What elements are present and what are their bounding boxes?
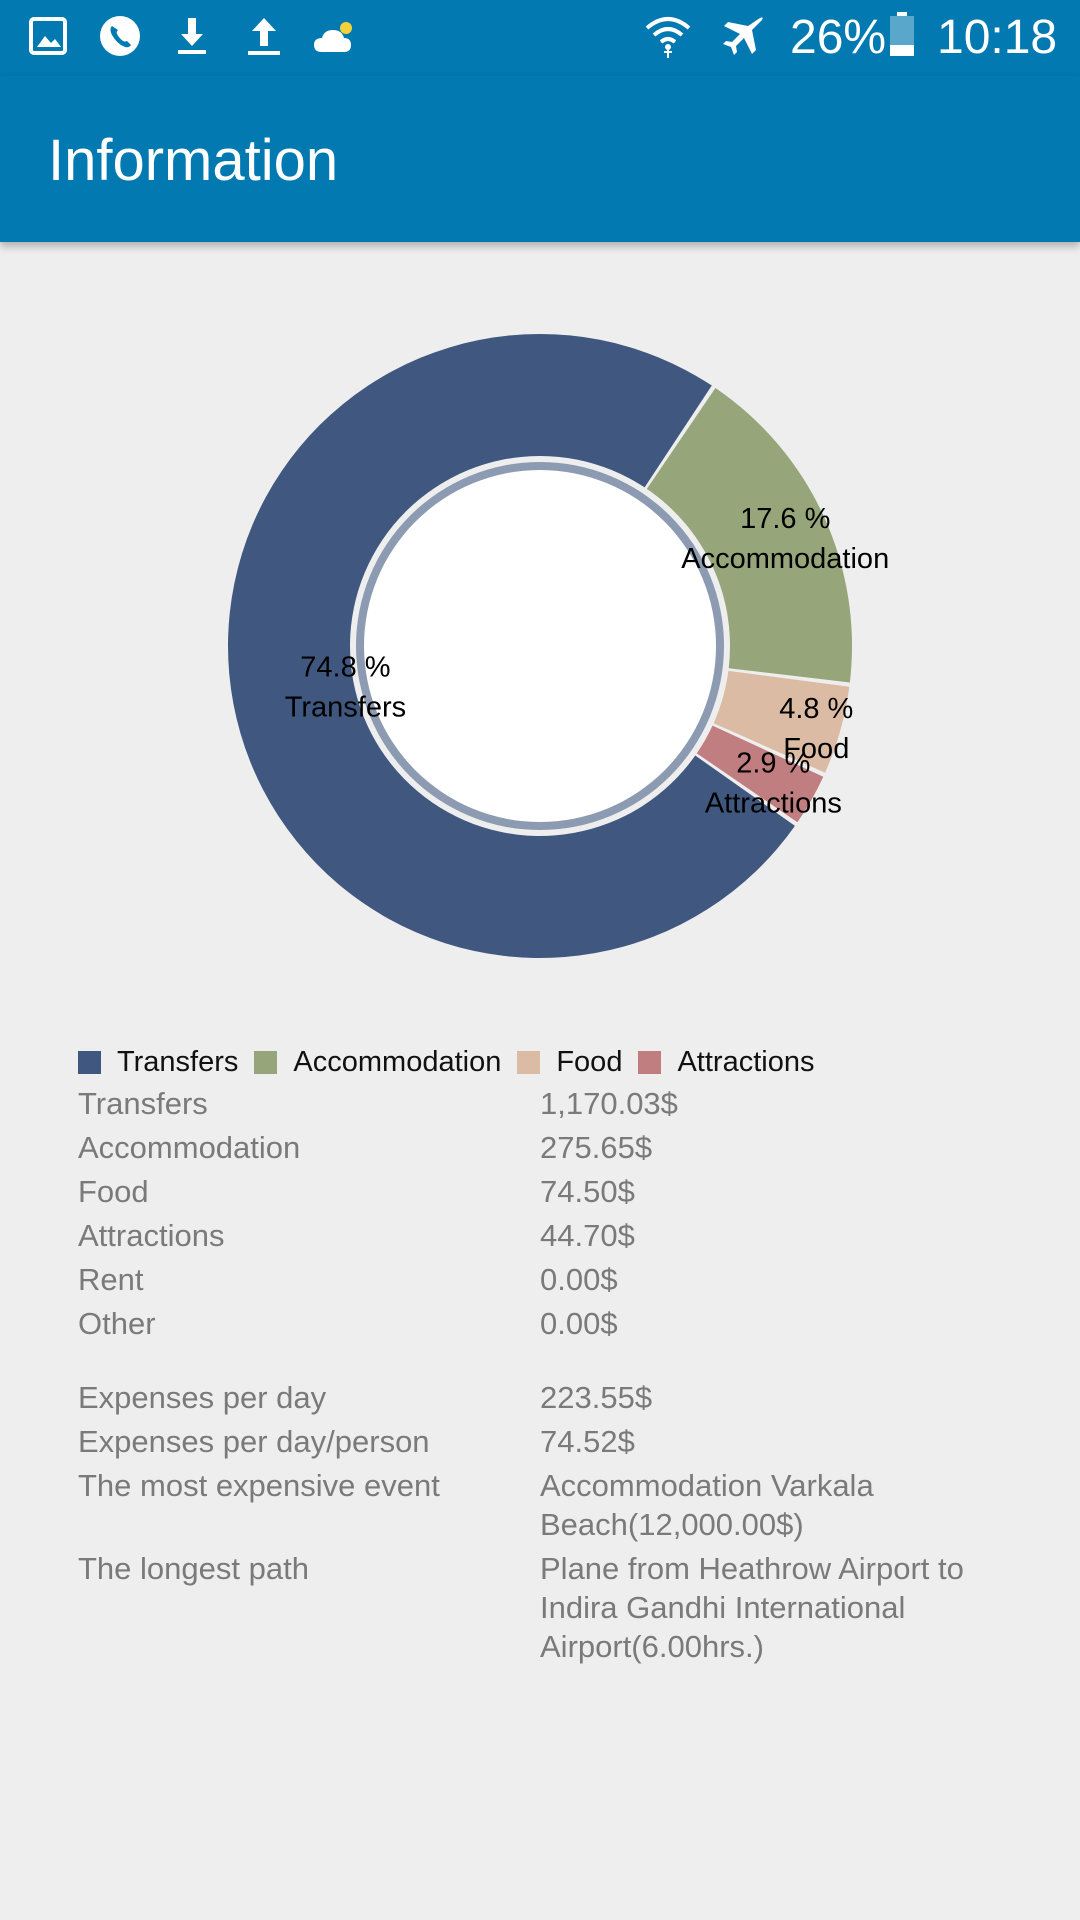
legend-item-attractions: Attractions: [638, 1046, 814, 1079]
phone-icon: [100, 16, 140, 56]
slice-label-transfers: 74.8 % Transfers: [285, 652, 406, 724]
legend-swatch: [78, 1050, 101, 1074]
expense-row-transfers: Transfers 1,170.03$: [78, 1084, 1038, 1123]
expense-label: Other: [78, 1306, 156, 1341]
expense-value: 44.70$: [540, 1218, 635, 1253]
slice-label-accommodation: 17.6 % Accommodation: [681, 503, 889, 575]
expense-value: 74.50$: [540, 1174, 635, 1209]
stat-value-line: Indira Gandhi International: [540, 1590, 906, 1625]
stat-row-longest-path: The longest path Plane from Heathrow Air…: [78, 1549, 1038, 1666]
stat-label: The most expensive event: [78, 1468, 440, 1503]
slice-label-attractions: 2.9 % Attractions: [705, 747, 842, 819]
chart-labels: 74.8 % Transfers 17.6 % Accommodation 4.8 % F…: [285, 503, 889, 819]
chart-legend: Transfers Accommodation Food Attractions: [78, 1042, 830, 1082]
expense-label: Rent: [78, 1262, 144, 1297]
donut-slice-accommodation: [646, 387, 852, 683]
chart-slices: [227, 334, 852, 959]
clock: 10:18: [937, 11, 1058, 64]
donut-slice-transfers: [227, 334, 795, 959]
legend-label: Food: [556, 1045, 623, 1078]
stat-label: Expenses per day/person: [78, 1424, 430, 1459]
weather-icon: [314, 22, 352, 52]
legend-swatch: [638, 1050, 662, 1074]
legend-item-transfers: Transfers: [78, 1046, 238, 1079]
stat-value: 223.55$: [540, 1380, 653, 1415]
page-title: Information: [48, 128, 339, 193]
status-bar: 26% 10:18: [0, 0, 1080, 76]
stat-value: Plane from Heathrow Airport to Indira Ga…: [540, 1549, 1038, 1666]
expense-row-accommodation: Accommodation 275.65$: [78, 1128, 1038, 1167]
download-icon: [178, 18, 206, 54]
stat-value-line: Plane from Heathrow Airport to: [540, 1551, 964, 1586]
stat-label: Expenses per day: [78, 1380, 327, 1415]
expense-row-attractions: Attractions 44.70$: [78, 1216, 1038, 1255]
stat-row-expenses-per-day: Expenses per day 223.55$: [78, 1378, 1038, 1417]
expense-row-other: Other 0.00$: [78, 1304, 1038, 1343]
legend-item-accommodation: Accommodation: [254, 1046, 501, 1079]
legend-swatch: [254, 1050, 278, 1074]
app-bar: Information: [0, 76, 1080, 242]
stat-value-line: Beach(12,000.00$): [540, 1507, 804, 1542]
wifi-icon: [645, 17, 691, 58]
expense-label: Accommodation: [78, 1130, 301, 1165]
stat-label: The longest path: [78, 1551, 309, 1586]
expense-summary: Transfers 1,170.03$ Accommodation 275.65…: [78, 1084, 1038, 1671]
expense-row-food: Food 74.50$: [78, 1172, 1038, 1211]
stat-row-most-expensive-event: The most expensive event Accommodation V…: [78, 1466, 1038, 1544]
expense-value: 275.65$: [540, 1130, 653, 1165]
stat-value: Accommodation Varkala Beach(12,000.00$): [540, 1466, 1038, 1544]
stat-value-line: Airport(6.00hrs.): [540, 1629, 764, 1664]
airplane-mode-icon: [723, 17, 763, 55]
expense-row-rent: Rent 0.00$: [78, 1260, 1038, 1299]
section-spacer: [78, 1348, 1038, 1378]
expense-value: 0.00$: [540, 1262, 618, 1297]
stat-value: 74.52$: [540, 1424, 635, 1459]
legend-label: Transfers: [117, 1045, 239, 1078]
gallery-icon: [29, 17, 67, 55]
expense-label: Food: [78, 1174, 149, 1209]
legend-swatch: [517, 1050, 541, 1074]
expense-value: 1,170.03$: [540, 1086, 678, 1121]
slice-label-food: 4.8 % Food: [779, 693, 853, 765]
battery-percent: 26%: [790, 11, 887, 64]
donut-hole: [364, 470, 716, 822]
expense-label: Attractions: [78, 1218, 225, 1253]
legend-label: Attractions: [677, 1045, 815, 1078]
stat-row-expenses-per-person: Expenses per day/person 74.52$: [78, 1422, 1038, 1461]
expense-value: 0.00$: [540, 1306, 618, 1341]
legend-item-food: Food: [517, 1046, 622, 1079]
expense-label: Transfers: [78, 1086, 208, 1121]
stat-value-line: Accommodation Varkala: [540, 1468, 874, 1503]
expense-donut-chart: 74.8 % Transfers 17.6 % Accommodation 4.8 % F…: [227, 334, 889, 959]
battery-icon: [890, 12, 914, 56]
donut-slice-food: [713, 670, 850, 773]
donut-slice-attractions: [696, 725, 824, 823]
legend-label: Accommodation: [293, 1045, 502, 1078]
upload-icon: [248, 18, 280, 55]
